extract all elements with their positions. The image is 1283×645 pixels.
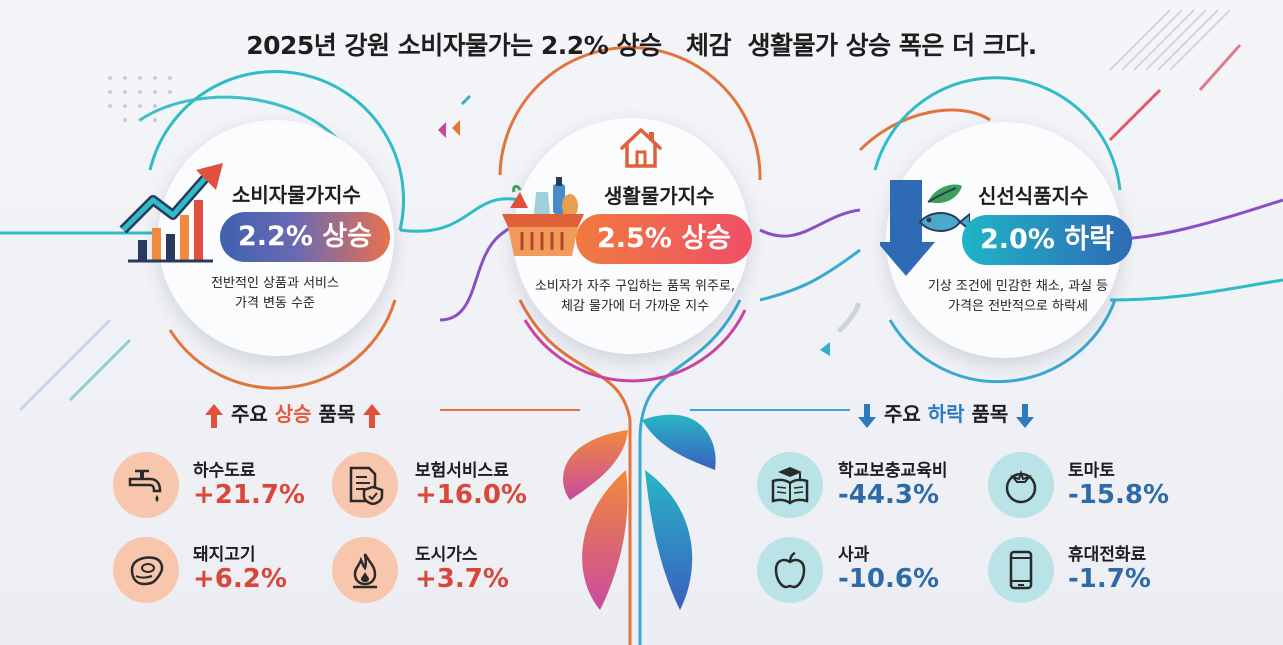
card-living-cpi-desc-line: 체감 물가에 더 가까운 지수: [560, 299, 710, 314]
fish-leaf-down-icon: [880, 180, 970, 276]
rising-item-1-icon-bg: [113, 452, 179, 518]
arrow-up-icon: [363, 403, 382, 428]
card-fresh-food-desc-line: 가격은 전반적으로 하락세: [948, 299, 1088, 314]
rising-item-4-value: +3.7%: [415, 564, 509, 594]
tomato-icon: [1005, 469, 1037, 504]
falling-item-1-label: 학교보충교육비: [838, 461, 948, 481]
faucet-icon: [128, 469, 162, 502]
card-cpi-badge: 2.2% 상승: [220, 212, 390, 262]
rising-item-3-icon-bg: [113, 537, 179, 603]
card-fresh-food-title: 신선식품지수: [978, 184, 1089, 208]
card-cpi-desc-line: 전반적인 상품과 서비스: [211, 276, 339, 291]
falling-item-1-value: -44.3%: [838, 480, 939, 510]
house-icon: [620, 128, 662, 168]
card-living-cpi-badge: 2.5% 상승: [576, 214, 752, 264]
arrow-down-icon: [858, 403, 876, 428]
falling-item-1-icon-bg: [757, 452, 823, 518]
trending-up-chart-icon: [119, 163, 223, 263]
falling-item-2-label: 토마토: [1068, 461, 1115, 481]
arrow-up-icon: [205, 403, 223, 428]
rising-item-4-icon-bg: [332, 537, 398, 603]
rising-items-heading: 주요 상승 품목: [204, 398, 382, 430]
book-graduation-icon: [771, 467, 809, 505]
page-title: 2025년 강원 소비자물가는 2.2% 상승 체감 생활물가 상승 폭은 더 …: [246, 31, 1037, 60]
rising-item-3-label: 돼지고기: [193, 545, 256, 565]
falling-heading-highlight: 하락: [927, 402, 965, 426]
falling-heading-prefix: 주요: [883, 402, 928, 426]
falling-item-4-label: 휴대전화료: [1068, 545, 1147, 565]
falling-items-heading: 주요 하락 품목: [857, 398, 1035, 430]
rising-item-1-value: +21.7%: [193, 480, 305, 510]
card-fresh-food-description: 기상 조건에 민감한 채소, 과실 등 가격은 전반적으로 하락세: [905, 277, 1131, 317]
card-cpi-title: 소비자물가지수: [232, 183, 361, 207]
falling-item-3-label: 사과: [838, 545, 870, 565]
rising-item-2-icon-bg: [332, 452, 398, 518]
card-living-cpi-title: 생활물가지수: [604, 184, 715, 208]
rising-item-1-label: 하수도료: [193, 461, 256, 481]
falling-item-2-icon-bg: [988, 452, 1054, 518]
falling-item-3-icon-bg: [757, 537, 823, 603]
falling-item-4-icon-bg: [988, 537, 1054, 603]
card-cpi-description: 전반적인 상품과 서비스 가격 변동 수준: [175, 274, 375, 314]
arrow-down-icon: [1016, 403, 1035, 428]
gas-flame-icon: [353, 553, 377, 589]
rising-item-4-label: 도시가스: [415, 545, 478, 565]
insurance-document-icon: [349, 466, 384, 505]
rising-heading-highlight: 상승: [274, 402, 312, 426]
card-cpi-desc-line: 가격 변동 수준: [234, 296, 316, 311]
rising-heading-suffix: 품목: [311, 402, 356, 426]
falling-heading-suffix: 품목: [964, 402, 1009, 426]
rising-item-2-value: +16.0%: [415, 480, 527, 510]
falling-item-2-value: -15.8%: [1068, 480, 1169, 510]
falling-item-4-value: -1.7%: [1068, 564, 1151, 594]
meat-icon: [130, 556, 164, 586]
rising-item-2-label: 보험서비스료: [415, 461, 509, 481]
grocery-basket-icon: [502, 177, 584, 256]
card-living-cpi-description: 소비자가 자주 구입하는 품목 위주로, 체감 물가에 더 가까운 지수: [527, 277, 743, 317]
falling-item-3-value: -10.6%: [838, 564, 939, 594]
rising-heading-prefix: 주요: [230, 402, 275, 426]
card-fresh-food-badge: 2.0% 하락: [962, 215, 1132, 265]
mobile-phone-icon: [1009, 550, 1033, 590]
card-living-cpi-desc-line: 소비자가 자주 구입하는 품목 위주로,: [534, 279, 736, 294]
apple-icon: [774, 551, 806, 589]
rising-item-3-value: +6.2%: [193, 564, 287, 594]
card-fresh-food-desc-line: 기상 조건에 민감한 채소, 과실 등: [927, 279, 1109, 294]
